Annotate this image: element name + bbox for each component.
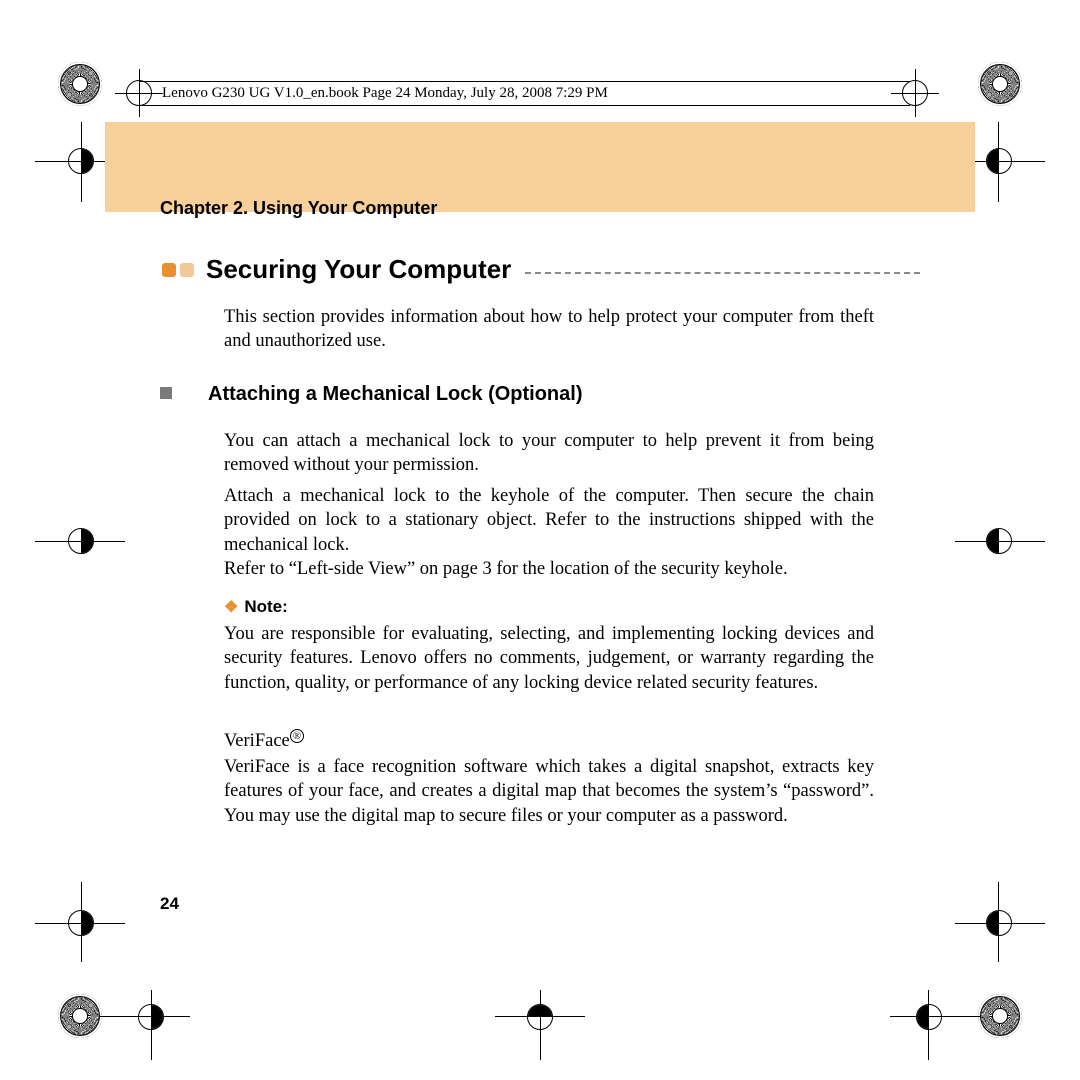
subsection-bullet-icon xyxy=(160,387,172,399)
registered-trademark-icon: ® xyxy=(290,729,304,743)
running-header: Lenovo G230 UG V1.0_en.book Page 24 Mond… xyxy=(162,85,608,102)
registration-target-icon xyxy=(978,62,1022,106)
page-number: 24 xyxy=(160,894,179,914)
crosshair-register-icon xyxy=(126,80,152,106)
paragraph: Refer to “Left-side View” on page 3 for … xyxy=(224,557,874,581)
crop-mark xyxy=(955,923,1045,924)
note-body: You are responsible for evaluating, sele… xyxy=(224,622,874,695)
crop-mark xyxy=(35,923,125,924)
subsection-heading: Attaching a Mechanical Lock (Optional) xyxy=(160,383,874,406)
crop-mark xyxy=(955,541,1045,542)
section-intro: This section provides information about … xyxy=(224,305,874,354)
crop-mark xyxy=(890,1016,980,1017)
note-diamond-icon: ❖ xyxy=(224,599,238,616)
crop-mark xyxy=(81,882,82,962)
heading-rule xyxy=(525,272,920,274)
note-label: ❖ Note: xyxy=(224,597,288,617)
registration-target-icon xyxy=(58,62,102,106)
veriface-body: VeriFace is a face recognition software … xyxy=(224,755,874,828)
paragraph: Attach a mechanical lock to the keyhole … xyxy=(224,484,874,557)
note-label-text: Note: xyxy=(244,597,287,616)
header-rule xyxy=(140,105,910,106)
heading-bullet-icon xyxy=(180,263,194,277)
registration-target-icon xyxy=(58,994,102,1038)
section-title: Securing Your Computer xyxy=(206,254,511,285)
crop-mark xyxy=(81,122,82,202)
document-page: Lenovo G230 UG V1.0_en.book Page 24 Mond… xyxy=(0,0,1080,1080)
heading-bullet-icon xyxy=(162,263,176,277)
crop-mark xyxy=(35,541,125,542)
crosshair-register-icon xyxy=(902,80,928,106)
crop-mark xyxy=(151,990,152,1060)
register-dot-icon xyxy=(916,1004,942,1030)
veriface-name-text: VeriFace xyxy=(224,731,290,751)
crop-mark xyxy=(540,990,541,1060)
subsection-title: Attaching a Mechanical Lock (Optional) xyxy=(208,383,583,405)
veriface-name: VeriFace® xyxy=(224,731,304,752)
crop-mark xyxy=(998,122,999,202)
crop-mark xyxy=(928,990,929,1060)
crop-mark xyxy=(495,1016,585,1017)
section-heading: Securing Your Computer xyxy=(162,254,920,285)
crop-mark xyxy=(100,1016,190,1017)
registration-target-icon xyxy=(978,994,1022,1038)
crop-mark xyxy=(998,882,999,962)
header-rule xyxy=(140,81,910,82)
chapter-title: Chapter 2. Using Your Computer xyxy=(160,198,437,219)
paragraph: You can attach a mechanical lock to your… xyxy=(224,429,874,478)
